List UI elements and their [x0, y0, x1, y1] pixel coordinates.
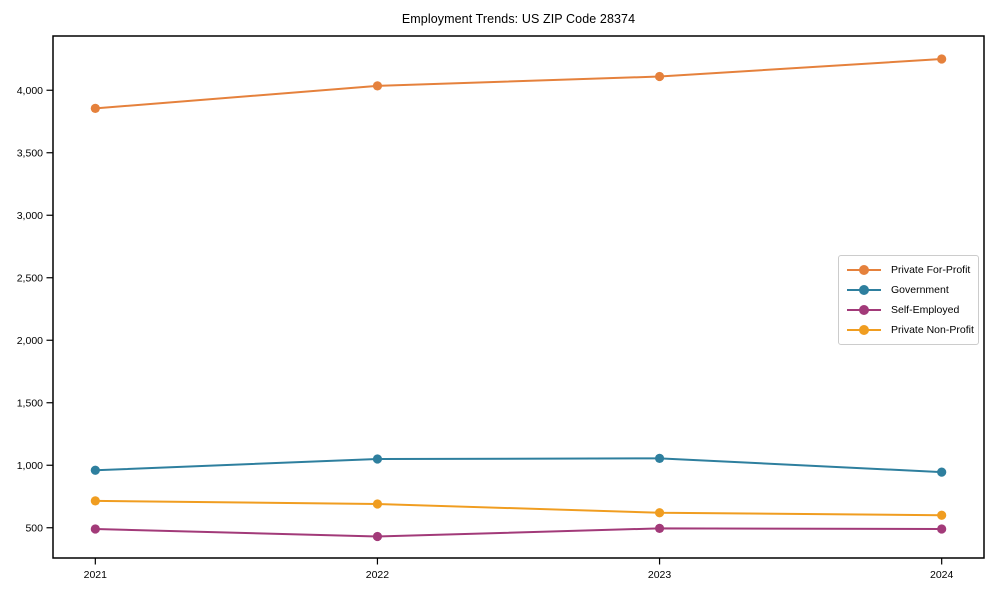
legend-label-self-employed: Self-Employed	[891, 304, 960, 316]
chart-title: Employment Trends: US ZIP Code 28374	[401, 12, 636, 26]
marker-government-2022	[372, 454, 383, 464]
marker-self-employed-2022	[372, 531, 383, 542]
legend-marker-private-non-profit	[847, 325, 881, 335]
y-tick-label: 500	[25, 522, 43, 534]
legend-marker-private-for-profit	[847, 265, 881, 275]
legend-label-private-non-profit: Private Non-Profit	[891, 324, 974, 336]
x-tick-label: 2021	[84, 569, 108, 581]
legend-label-government: Government	[891, 284, 949, 296]
marker-private-non-profit-2023	[654, 508, 665, 518]
marker-self-employed-2024	[937, 524, 947, 534]
series-line-private-for-profit	[95, 58, 942, 110]
legend-marker-self-employed	[847, 305, 881, 315]
marker-government-2021	[90, 465, 100, 475]
marker-private-for-profit-2022	[372, 81, 383, 91]
y-tick-label: 1,000	[17, 460, 43, 472]
legend-item-private-non-profit: Private Non-Profit	[846, 320, 974, 340]
marker-self-employed-2023	[654, 523, 665, 533]
marker-government-2023	[654, 453, 665, 463]
legend-marker-government	[847, 285, 881, 295]
marker-private-for-profit-2023	[654, 71, 665, 82]
series-line-private-non-profit	[95, 499, 942, 517]
x-tick-label: 2024	[930, 569, 954, 581]
marker-private-non-profit-2022	[372, 499, 383, 509]
y-tick-label: 4,000	[17, 85, 43, 97]
marker-private-for-profit-2021	[90, 103, 100, 113]
y-tick-label: 3,500	[17, 147, 43, 159]
x-tick-label: 2023	[648, 569, 672, 581]
marker-self-employed-2021	[90, 524, 100, 534]
y-tick-label: 3,000	[17, 210, 43, 222]
series-line-government	[95, 457, 942, 474]
y-tick-label: 2,500	[17, 272, 43, 284]
series-line-self-employed	[95, 527, 942, 538]
y-tick-label: 1,500	[17, 397, 43, 409]
marker-private-non-profit-2024	[937, 510, 947, 520]
legend-item-government: Government	[846, 280, 974, 300]
legend-label-private-for-profit: Private For-Profit	[891, 264, 971, 276]
x-tick-label: 2022	[366, 569, 390, 581]
y-tick-label: 2,000	[17, 335, 43, 347]
plot-border	[52, 35, 985, 559]
legend: Private For-Profit Government Self-Employe…	[838, 255, 979, 345]
legend-item-private-for-profit: Private For-Profit	[846, 260, 974, 280]
marker-private-non-profit-2021	[90, 496, 100, 506]
marker-private-for-profit-2024	[937, 54, 947, 64]
marker-government-2024	[937, 467, 947, 477]
legend-item-self-employed: Self-Employed	[846, 300, 974, 320]
